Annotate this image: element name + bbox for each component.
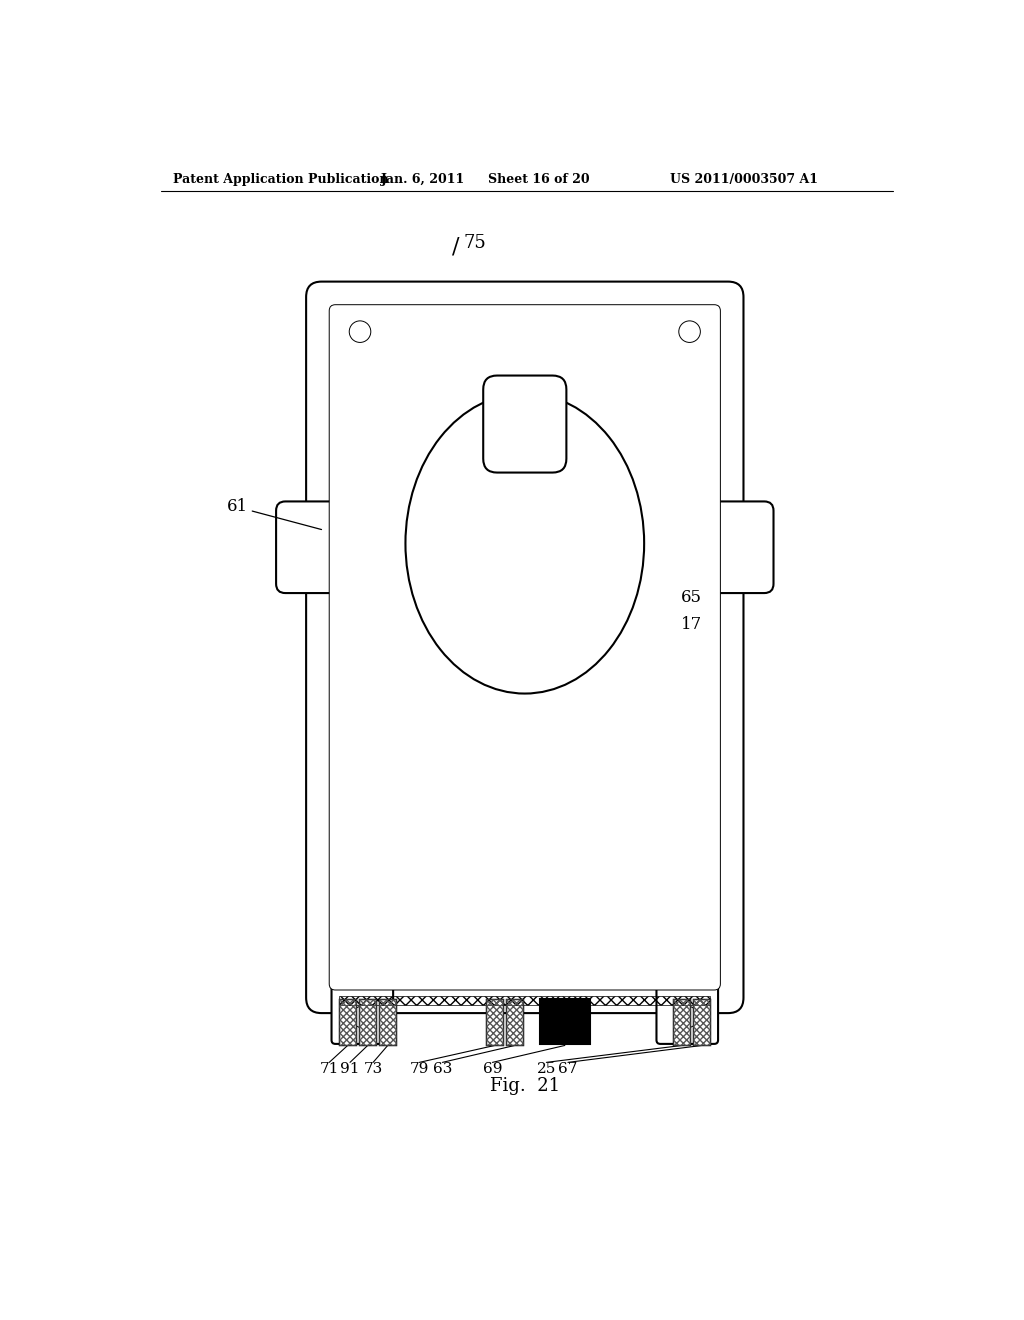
Text: Fig.  21: Fig. 21 [489,1077,560,1096]
FancyBboxPatch shape [330,305,720,990]
Bar [486,999,503,1045]
Bar [486,999,503,1045]
Text: 17: 17 [681,615,702,632]
Text: Jan. 6, 2011: Jan. 6, 2011 [381,173,465,186]
Bar [339,999,356,1045]
Text: 25: 25 [537,1061,556,1076]
Text: US 2011/0003507 A1: US 2011/0003507 A1 [670,173,817,186]
FancyBboxPatch shape [701,502,773,593]
Bar [541,999,590,1044]
Bar [506,999,523,1045]
Bar [674,999,690,1045]
Circle shape [351,1006,373,1028]
Text: 65: 65 [681,589,702,606]
Text: 75: 75 [463,234,486,252]
Bar [506,999,523,1045]
Bar [693,999,711,1045]
Bar [693,999,711,1045]
Text: 73: 73 [364,1061,383,1076]
FancyBboxPatch shape [656,948,718,1044]
Text: 67: 67 [558,1061,578,1076]
Bar [359,999,376,1045]
Bar [674,999,690,1045]
FancyBboxPatch shape [483,376,566,473]
Circle shape [679,321,700,342]
Circle shape [349,321,371,342]
Text: Sheet 16 of 20: Sheet 16 of 20 [487,173,590,186]
Bar [359,999,376,1045]
FancyBboxPatch shape [276,502,348,593]
Bar [379,999,396,1045]
Text: 71: 71 [319,1061,339,1076]
Text: Patent Application Publication: Patent Application Publication [173,173,388,186]
Bar [379,999,396,1045]
Bar [339,997,711,1006]
Text: 91: 91 [340,1061,359,1076]
Text: 69: 69 [482,1061,502,1076]
Bar [339,999,356,1045]
FancyBboxPatch shape [306,281,743,1014]
Text: 79: 79 [410,1061,429,1076]
Text: 63: 63 [433,1061,453,1076]
FancyBboxPatch shape [332,948,393,1044]
Text: 61: 61 [226,498,248,515]
Circle shape [677,1006,698,1028]
Ellipse shape [406,393,644,693]
Text: /: / [453,236,460,257]
